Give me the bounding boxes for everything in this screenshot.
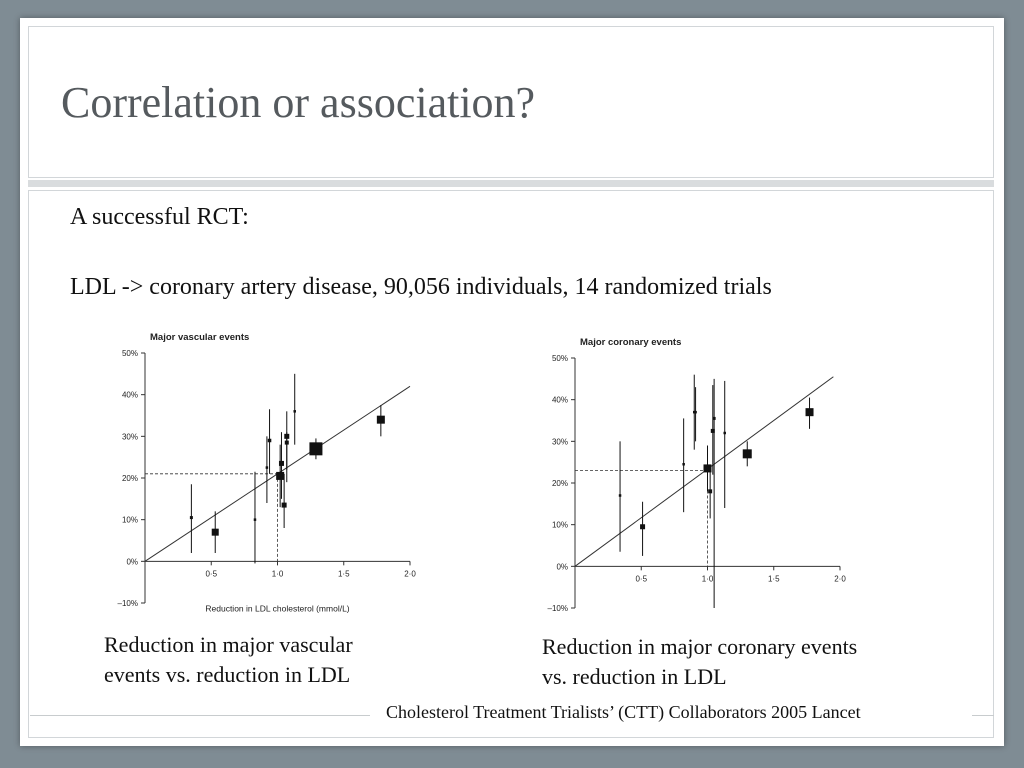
- title-divider: [28, 180, 994, 187]
- data-point: [276, 471, 285, 480]
- data-point: [284, 440, 289, 445]
- content-area: [28, 190, 994, 738]
- left-caption-line2: events vs. reduction in LDL: [104, 662, 351, 687]
- intro-text: A successful RCT:: [70, 204, 249, 230]
- x-tick-label: 1·0: [702, 574, 714, 583]
- x-tick-label: 1·5: [768, 574, 780, 583]
- y-tick-label: 30%: [552, 437, 568, 446]
- y-tick-label: 30%: [122, 432, 138, 441]
- x-tick-label: 0·5: [205, 569, 217, 578]
- data-point: [703, 464, 712, 473]
- left-caption: Reduction in major vascular events vs. r…: [104, 630, 353, 690]
- data-point: [682, 463, 685, 466]
- chart-major-coronary-events: Major coronary events –10% 0% 10% 20% 30% 40% 5…: [548, 337, 847, 613]
- chart-major-vascular-events: Major vascular events –10% 0% 10% 20% 30% 40% 5…: [118, 332, 417, 613]
- y-tick-label: –10%: [548, 604, 568, 613]
- y-tick-label: 40%: [122, 391, 138, 400]
- data-point: [723, 431, 726, 435]
- x-tick-label: 2·0: [834, 574, 846, 583]
- y-tick-label: 50%: [552, 354, 568, 363]
- data-point: [309, 442, 323, 456]
- data-point: [710, 428, 715, 433]
- slide: Correlation or association? A successful…: [20, 18, 1004, 746]
- data-point: [805, 408, 814, 417]
- y-tick-label: 20%: [122, 474, 138, 483]
- left-caption-line1: Reduction in major vascular: [104, 632, 353, 657]
- x-axis-label: Reduction in LDL cholesterol (mmol/L): [205, 603, 349, 613]
- citation-rule-right: [972, 715, 994, 716]
- data-point: [712, 416, 716, 420]
- y-tick-label: 0%: [126, 557, 138, 566]
- data-point: [265, 466, 269, 469]
- data-point: [211, 528, 219, 536]
- data-point: [640, 524, 646, 530]
- slide-title: Correlation or association?: [61, 78, 536, 127]
- data-point: [376, 415, 385, 424]
- x-tick-label: 1·5: [338, 569, 350, 578]
- right-caption: Reduction in major coronary events vs. r…: [542, 632, 857, 692]
- y-tick-label: 10%: [122, 516, 138, 525]
- y-tick-label: 50%: [122, 349, 138, 358]
- data-point: [189, 516, 193, 520]
- data-point: [293, 410, 296, 413]
- y-tick-label: –10%: [118, 599, 138, 608]
- data-point: [693, 410, 696, 414]
- data-point: [618, 494, 622, 497]
- x-tick-label: 2·0: [404, 569, 416, 578]
- x-tick-label: 0·5: [635, 574, 647, 583]
- data-point: [278, 460, 284, 466]
- chart-title: Major coronary events: [580, 337, 681, 348]
- right-caption-line2: vs. reduction in LDL: [542, 664, 727, 689]
- data-point: [281, 502, 287, 508]
- y-tick-label: 0%: [556, 562, 568, 571]
- chart-title: Major vascular events: [150, 332, 249, 343]
- y-tick-label: 20%: [552, 479, 568, 488]
- y-tick-label: 40%: [552, 396, 568, 405]
- data-point: [708, 489, 713, 494]
- data-point: [742, 449, 752, 459]
- summary-text: LDL -> coronary artery disease, 90,056 i…: [70, 274, 772, 300]
- citation-rule-left: [30, 715, 370, 716]
- right-caption-line1: Reduction in major coronary events: [542, 634, 858, 659]
- x-tick-label: 1·0: [272, 569, 284, 578]
- data-point: [267, 438, 272, 443]
- data-point: [694, 410, 697, 414]
- citation: Cholesterol Treatment Trialists’ (CTT) C…: [378, 702, 869, 723]
- title-box: Correlation or association?: [28, 26, 994, 178]
- data-point: [253, 518, 257, 521]
- y-tick-label: 10%: [552, 521, 568, 530]
